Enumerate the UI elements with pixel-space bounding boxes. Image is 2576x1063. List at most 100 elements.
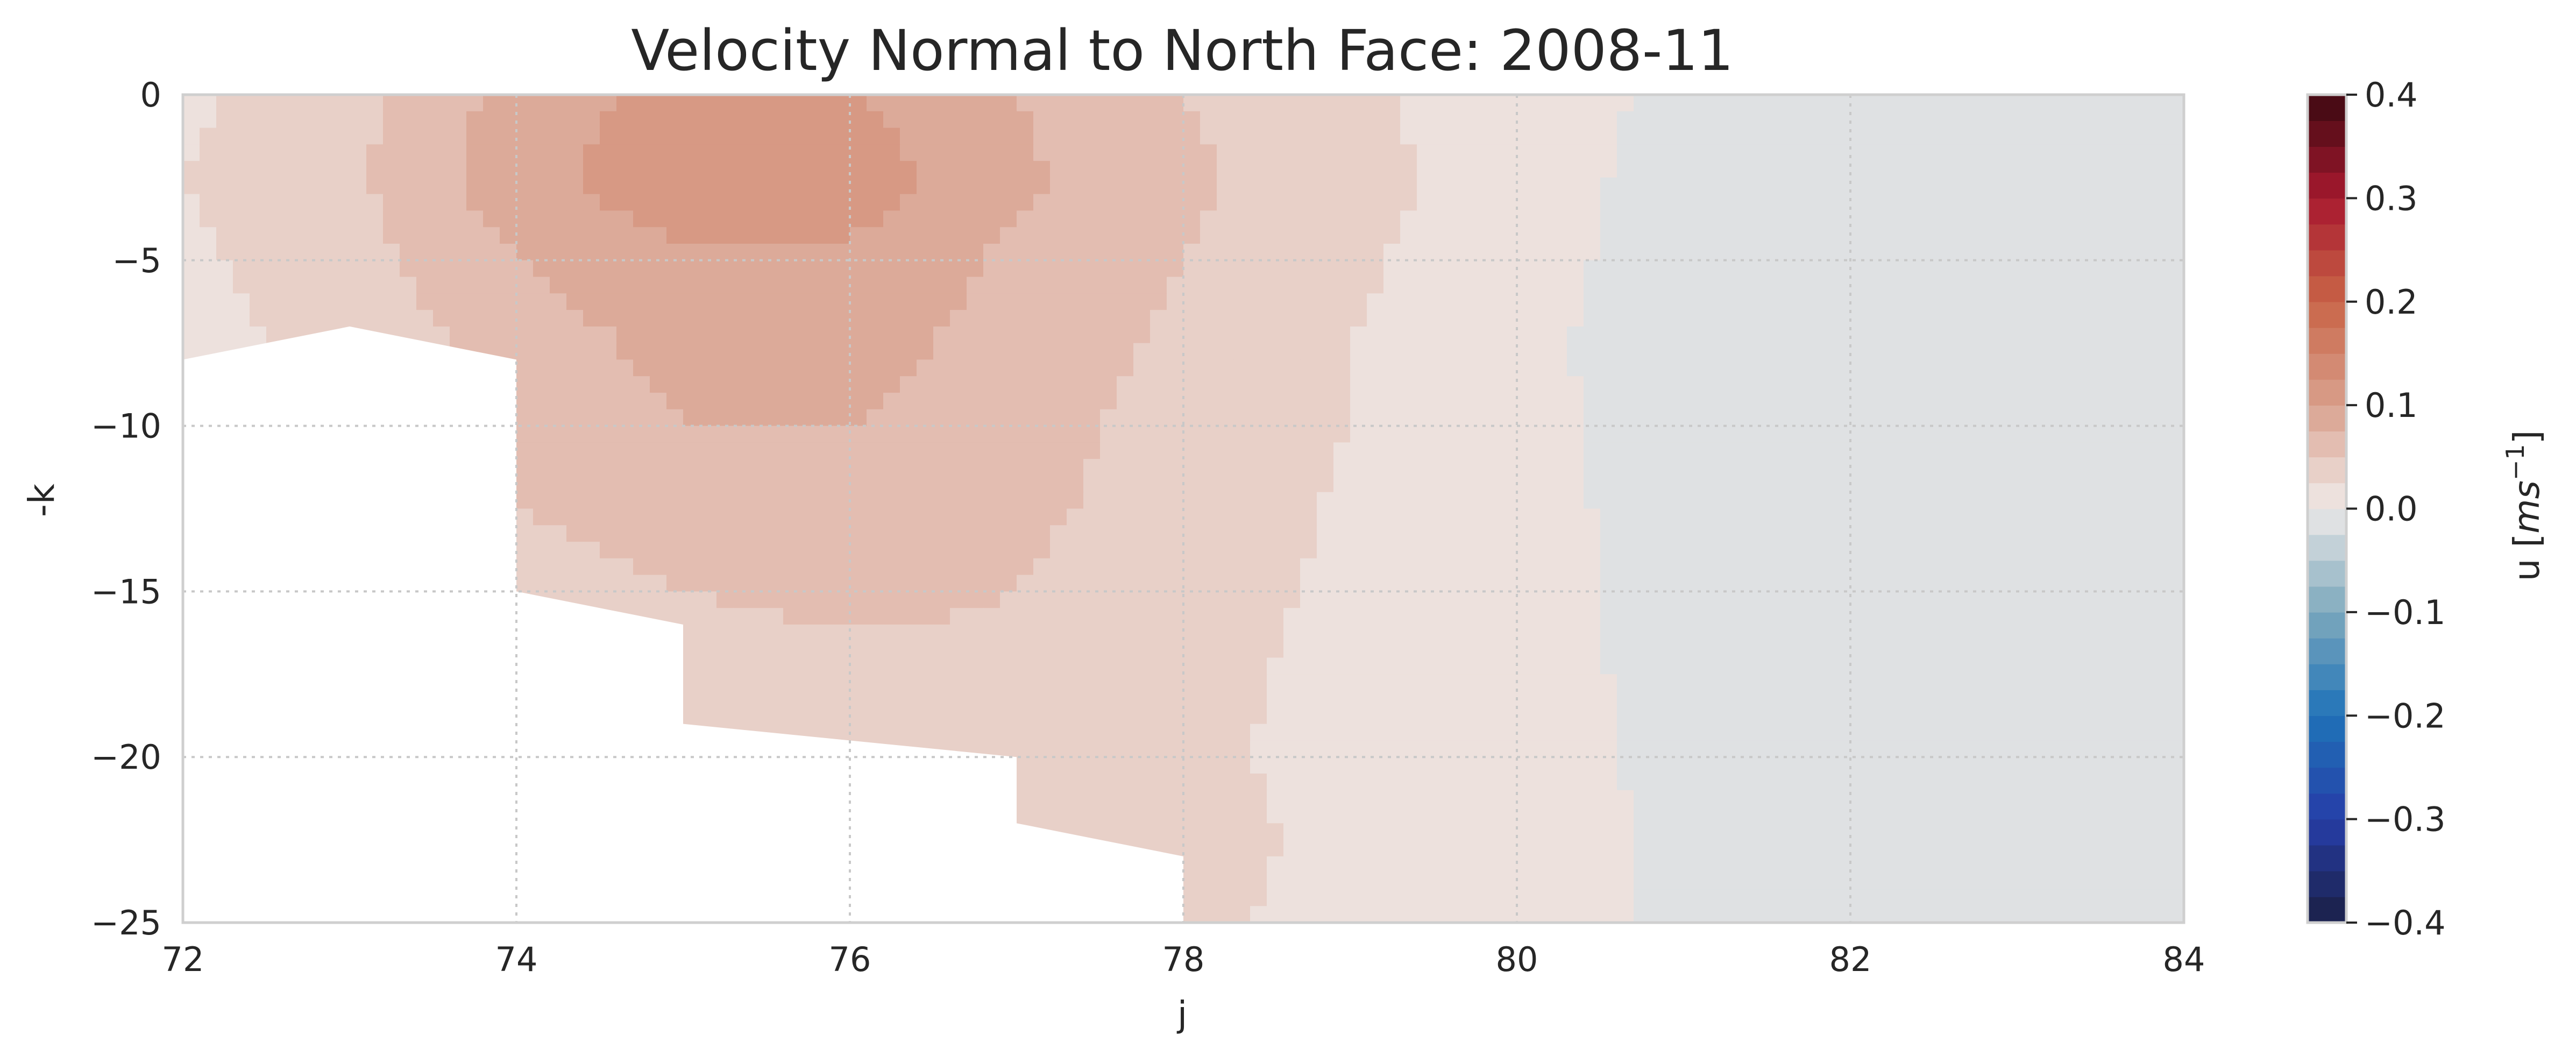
field-cell — [867, 111, 884, 129]
field-cell — [900, 194, 917, 211]
field-cell — [1434, 674, 1451, 691]
field-cell — [1050, 293, 1067, 310]
field-cell — [767, 641, 784, 658]
field-cell — [883, 95, 900, 112]
field-cell — [1333, 161, 1351, 178]
field-cell — [1934, 111, 1951, 129]
field-cell — [1784, 95, 1801, 112]
field-cell — [650, 591, 667, 608]
field-cell — [1884, 657, 1901, 675]
field-cell — [1350, 127, 1367, 145]
field-cell — [183, 227, 200, 244]
field-cell — [1467, 442, 1484, 459]
field-cell — [2034, 707, 2051, 725]
field-cell — [1133, 111, 1151, 129]
field-cell — [800, 127, 817, 145]
field-cell — [1283, 194, 1301, 211]
field-cell — [1133, 575, 1151, 592]
field-cell — [1800, 359, 1818, 377]
field-cell — [1200, 127, 1217, 145]
field-cell — [616, 95, 634, 112]
field-cell — [2167, 674, 2184, 691]
field-cell — [1484, 608, 1501, 625]
field-cell — [1917, 393, 1934, 410]
field-cell — [983, 310, 1000, 327]
field-cell — [1400, 277, 1417, 294]
field-cell — [2000, 475, 2018, 493]
field-cell — [933, 475, 950, 493]
field-cell — [983, 277, 1000, 294]
field-cell — [1450, 194, 1467, 211]
field-cell — [1850, 177, 1868, 195]
field-cell — [1200, 359, 1217, 377]
field-cell — [850, 641, 867, 658]
field-cell — [466, 177, 484, 195]
field-cell — [2050, 127, 2068, 145]
field-cell — [1867, 244, 1884, 261]
field-cell — [566, 260, 584, 278]
field-cell — [2134, 674, 2151, 691]
field-cell — [867, 144, 884, 161]
field-cell — [1767, 459, 1784, 476]
field-cell — [1917, 359, 1934, 377]
field-cell — [950, 393, 967, 410]
field-cell — [1917, 757, 1934, 774]
field-cell — [1550, 393, 1567, 410]
field-cell — [1734, 641, 1751, 658]
field-cell — [1217, 691, 1234, 708]
field-cell — [633, 359, 650, 377]
field-cell — [1917, 343, 1934, 360]
field-cell — [1100, 277, 1117, 294]
field-cell — [650, 376, 667, 393]
field-cell — [2134, 542, 2151, 559]
field-cell — [783, 393, 800, 410]
field-cell — [2034, 127, 2051, 145]
field-cell — [867, 674, 884, 691]
field-cell — [1183, 740, 1201, 757]
field-cell — [533, 144, 550, 161]
field-cell — [1667, 393, 1684, 410]
field-cell — [1484, 492, 1501, 509]
field-cell — [750, 591, 767, 608]
field-cell — [967, 426, 984, 443]
field-cell — [250, 95, 267, 112]
field-cell — [666, 244, 684, 261]
field-cell — [1484, 177, 1501, 195]
field-cell — [1333, 210, 1351, 228]
field-cell — [833, 409, 850, 427]
field-cell — [716, 293, 734, 310]
field-cell — [833, 161, 850, 178]
field-cell — [550, 393, 567, 410]
field-cell — [233, 210, 250, 228]
field-cell — [817, 326, 834, 344]
field-cell — [1667, 144, 1684, 161]
field-cell — [450, 293, 467, 310]
field-cell — [1017, 724, 1034, 741]
field-cell — [2100, 657, 2118, 675]
field-cell — [1834, 691, 1851, 708]
field-cell — [1984, 359, 2001, 377]
field-cell — [867, 442, 884, 459]
field-cell — [1767, 277, 1784, 294]
field-cell — [2084, 293, 2101, 310]
field-cell — [2134, 740, 2151, 757]
field-cell — [1183, 409, 1201, 427]
field-cell — [1750, 409, 1768, 427]
field-cell — [516, 144, 534, 161]
field-cell — [2100, 210, 2118, 228]
field-cell — [1000, 210, 1017, 228]
field-cell — [716, 161, 734, 178]
field-cell — [1600, 459, 1617, 476]
field-cell — [433, 161, 450, 178]
field-cell — [1183, 475, 1201, 493]
field-cell — [1667, 657, 1684, 675]
field-cell — [1950, 757, 1968, 774]
field-cell — [1567, 343, 1584, 360]
field-cell — [216, 144, 233, 161]
field-cell — [1850, 707, 1868, 725]
field-cell — [2017, 740, 2034, 757]
field-cell — [1350, 475, 1367, 493]
field-cell — [1984, 624, 2001, 642]
field-cell — [817, 359, 834, 377]
field-cell — [1167, 177, 1184, 195]
